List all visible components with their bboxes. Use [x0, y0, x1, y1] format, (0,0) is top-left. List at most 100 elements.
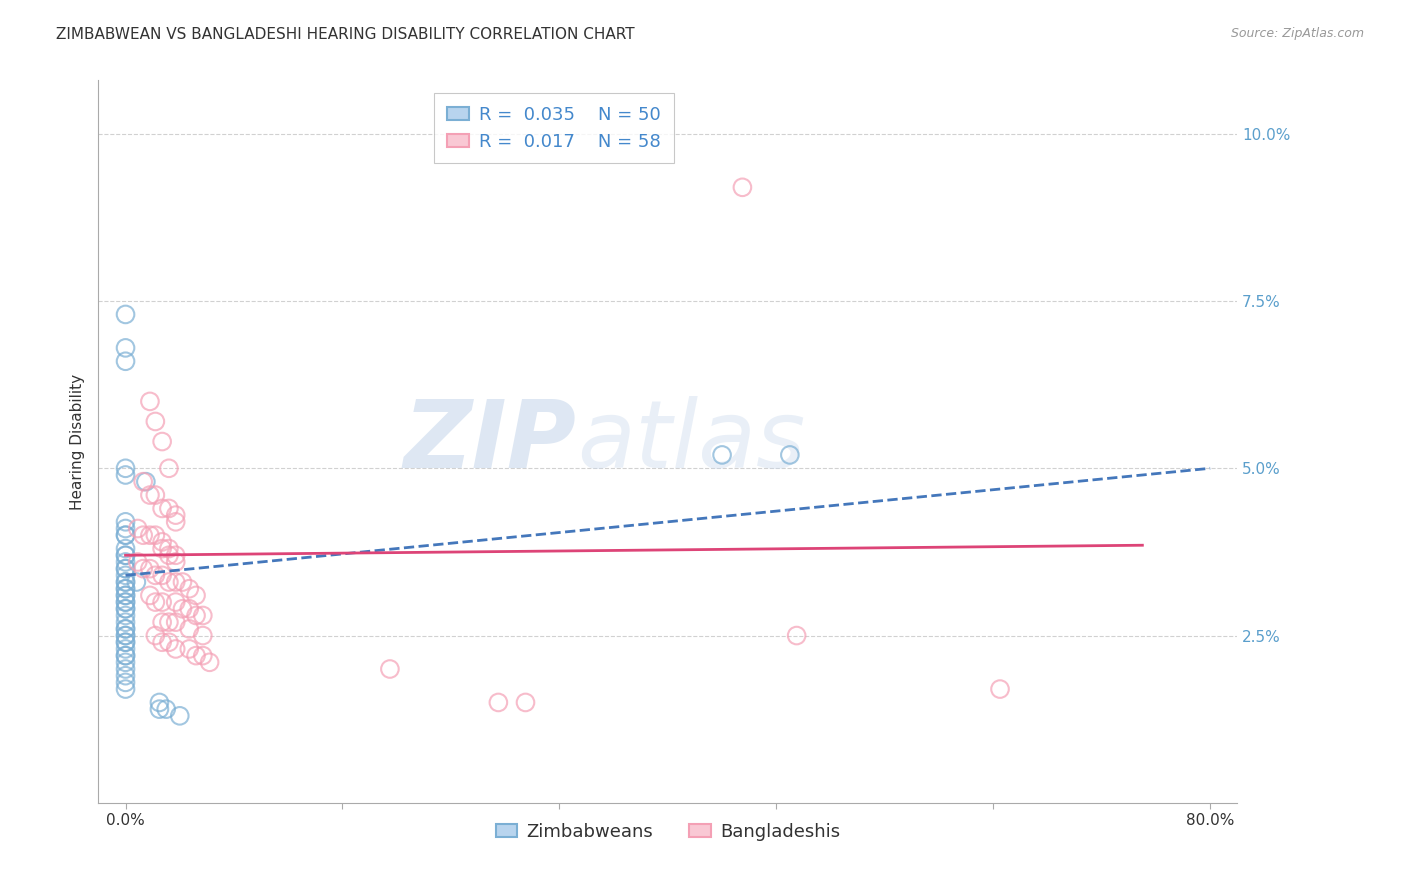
Point	[114, 681, 136, 696]
Point	[114, 528, 136, 542]
Point	[139, 589, 162, 603]
Point	[150, 635, 173, 649]
Point	[198, 655, 221, 669]
Point	[515, 696, 537, 710]
Point	[157, 635, 180, 649]
Point	[114, 635, 136, 649]
Point	[114, 628, 136, 642]
Point	[114, 515, 136, 529]
Point	[114, 648, 136, 663]
Point	[114, 541, 136, 556]
Point	[145, 414, 167, 428]
Point	[150, 534, 173, 549]
Point	[114, 675, 136, 690]
Point	[114, 622, 136, 636]
Point	[179, 642, 201, 657]
Point	[114, 595, 136, 609]
Point	[145, 528, 167, 542]
Point	[127, 521, 149, 535]
Point	[114, 528, 136, 542]
Point	[135, 475, 157, 489]
Point	[731, 180, 754, 194]
Point	[139, 488, 162, 502]
Point	[127, 555, 149, 569]
Point	[114, 608, 136, 623]
Point	[114, 574, 136, 589]
Point	[486, 696, 509, 710]
Point	[114, 595, 136, 609]
Point	[779, 448, 801, 462]
Point	[125, 574, 148, 589]
Point	[114, 521, 136, 535]
Point	[378, 662, 401, 676]
Point	[157, 461, 180, 475]
Point	[114, 601, 136, 615]
Point	[139, 528, 162, 542]
Point	[145, 595, 167, 609]
Text: Source: ZipAtlas.com: Source: ZipAtlas.com	[1230, 27, 1364, 40]
Point	[114, 615, 136, 630]
Point	[179, 601, 201, 615]
Point	[145, 488, 167, 502]
Point	[114, 601, 136, 615]
Point	[114, 574, 136, 589]
Point	[172, 574, 194, 589]
Point	[191, 648, 214, 663]
Point	[145, 568, 167, 582]
Point	[114, 582, 136, 596]
Point	[114, 461, 136, 475]
Point	[165, 508, 187, 523]
Point	[157, 501, 180, 516]
Point	[114, 562, 136, 576]
Point	[114, 622, 136, 636]
Point	[150, 434, 173, 449]
Point	[165, 555, 187, 569]
Text: atlas: atlas	[576, 396, 806, 487]
Point	[132, 562, 155, 576]
Point	[169, 708, 191, 723]
Point	[114, 589, 136, 603]
Point	[114, 669, 136, 683]
Point	[114, 628, 136, 642]
Point	[114, 562, 136, 576]
Point	[114, 467, 136, 482]
Point	[114, 662, 136, 676]
Point	[191, 628, 214, 642]
Point	[114, 648, 136, 663]
Point	[172, 601, 194, 615]
Point	[157, 574, 180, 589]
Point	[165, 515, 187, 529]
Y-axis label: Hearing Disability: Hearing Disability	[69, 374, 84, 509]
Point	[148, 702, 170, 716]
Point	[114, 655, 136, 669]
Point	[114, 341, 136, 355]
Point	[114, 582, 136, 596]
Point	[165, 642, 187, 657]
Point	[988, 681, 1011, 696]
Point	[114, 555, 136, 569]
Point	[114, 642, 136, 657]
Point	[150, 615, 173, 630]
Point	[114, 589, 136, 603]
Point	[114, 568, 136, 582]
Point	[132, 528, 155, 542]
Point	[145, 628, 167, 642]
Point	[114, 548, 136, 563]
Point	[114, 307, 136, 321]
Point	[157, 548, 180, 563]
Point	[165, 615, 187, 630]
Text: ZIMBABWEAN VS BANGLADESHI HEARING DISABILITY CORRELATION CHART: ZIMBABWEAN VS BANGLADESHI HEARING DISABI…	[56, 27, 636, 42]
Point	[139, 394, 162, 409]
Point	[150, 501, 173, 516]
Point	[165, 548, 187, 563]
Point	[165, 595, 187, 609]
Point	[191, 608, 214, 623]
Point	[114, 354, 136, 368]
Point	[165, 574, 187, 589]
Point	[148, 696, 170, 710]
Point	[157, 615, 180, 630]
Point	[184, 608, 207, 623]
Point	[711, 448, 734, 462]
Point	[155, 702, 177, 716]
Point	[150, 595, 173, 609]
